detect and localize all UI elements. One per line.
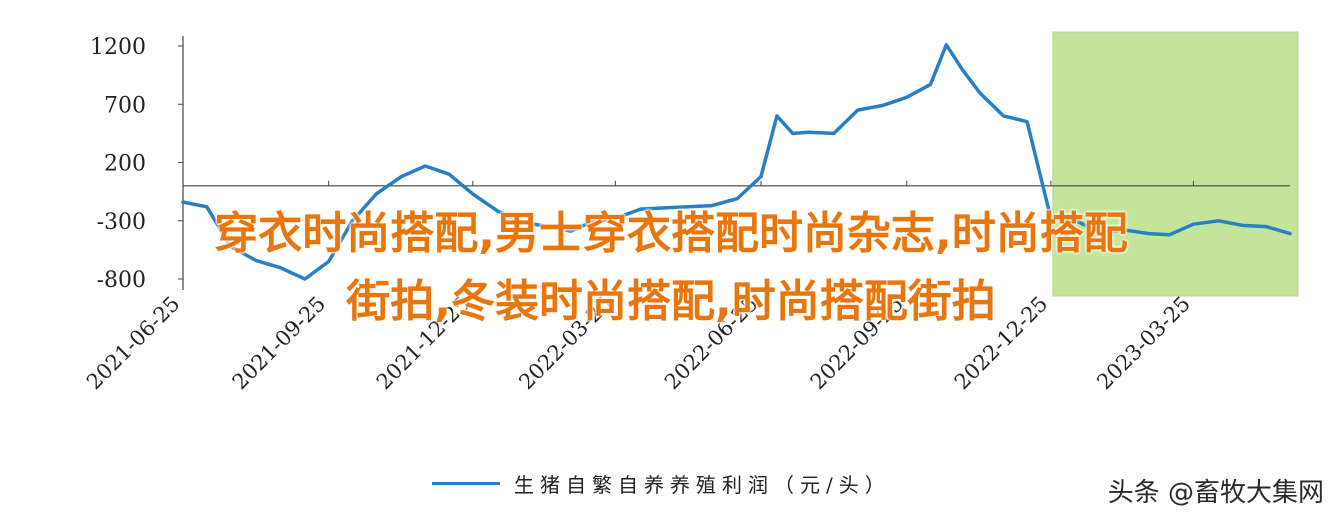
y-tick-label: 200 <box>104 152 146 177</box>
legend: 生猪自繁自养养殖利润（元/头） <box>432 468 891 498</box>
x-tick-label: 2022-03-25 <box>514 292 617 395</box>
legend-line-swatch <box>432 481 500 485</box>
x-tick-label: 2021-06-25 <box>82 292 185 395</box>
watermark: 头条 @畜牧大集网 <box>1107 478 1324 508</box>
x-tick-label: 2022-09-25 <box>806 292 909 395</box>
y-axis-ticks: 1200 700 200 -300 -800 <box>90 35 183 293</box>
series-line <box>181 43 1292 281</box>
x-tick-label: 2021-12-25 <box>372 292 475 395</box>
legend-label: 生猪自繁自养养殖利润（元/头） <box>514 472 891 497</box>
x-axis-ticks: 2021-06-25 2021-09-25 2021-12-25 2022-03-25… <box>82 180 1195 395</box>
x-tick-label: 2021-09-25 <box>228 292 331 395</box>
y-tick-label: 1200 <box>90 35 146 60</box>
x-tick-label: 2022-06-25 <box>660 292 763 395</box>
x-tick-label: 2023-03-25 <box>1092 292 1195 395</box>
y-tick-label: -800 <box>97 268 146 293</box>
x-tick-label: 2022-12-25 <box>950 292 1053 395</box>
y-tick-label: -300 <box>97 210 146 235</box>
highlight-region <box>1052 31 1299 297</box>
y-tick-label: 700 <box>104 93 146 118</box>
